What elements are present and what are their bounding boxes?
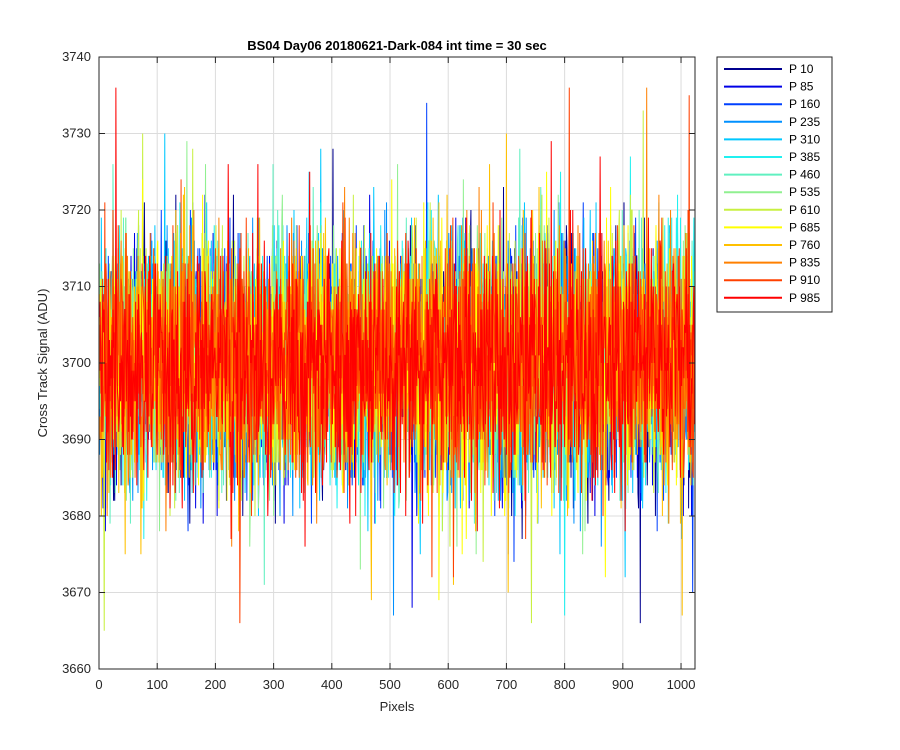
legend-label: P 910 (789, 273, 820, 287)
y-tick-label: 3730 (62, 126, 91, 141)
y-tick-label: 3720 (62, 202, 91, 217)
legend-label: P 85 (789, 80, 814, 94)
y-axis-label: Cross Track Signal (ADU) (35, 289, 50, 438)
y-tick-label: 3690 (62, 432, 91, 447)
y-tick-label: 3740 (62, 49, 91, 64)
legend-box (716, 56, 833, 313)
legend-label: P 535 (789, 185, 820, 199)
x-tick-label: 600 (437, 677, 459, 692)
x-tick-label: 200 (205, 677, 227, 692)
x-tick-label: 800 (554, 677, 576, 692)
series-layer (99, 87, 695, 631)
legend-label: P 610 (789, 203, 820, 217)
legend-label: P 10 (789, 62, 814, 76)
y-tick-label: 3660 (62, 661, 91, 676)
chart-title: BS04 Day06 20180621-Dark-084 int time = … (247, 38, 547, 53)
legend: P 10 P 85 P 160 P 235 P 310 P 385 P 460 P 535 P … (716, 56, 833, 313)
legend-label: P 460 (789, 168, 820, 182)
x-tick-label: 700 (496, 677, 518, 692)
legend-label: P 235 (789, 115, 820, 129)
ticks: 0 100 200 300 400 500 600 700 800 900 1000 3660 3670… (62, 49, 695, 692)
y-tick-label: 3700 (62, 355, 91, 370)
series-line-p985 (99, 87, 695, 547)
y-tick-label: 3710 (62, 279, 91, 294)
legend-label: P 760 (789, 238, 820, 252)
legend-label: P 685 (789, 220, 820, 234)
x-axis-label: Pixels (380, 699, 415, 714)
y-tick-label: 3670 (62, 585, 91, 600)
y-tick-label: 3680 (62, 508, 91, 523)
legend-label: P 385 (789, 150, 820, 164)
x-tick-label: 500 (379, 677, 401, 692)
legend-label: P 310 (789, 132, 820, 146)
x-tick-label: 400 (321, 677, 343, 692)
legend-label: P 985 (789, 291, 820, 305)
x-tick-label: 100 (146, 677, 168, 692)
x-tick-label: 1000 (667, 677, 696, 692)
x-tick-label: 300 (263, 677, 285, 692)
x-tick-label: 900 (612, 677, 634, 692)
legend-label: P 160 (789, 97, 820, 111)
x-tick-label: 0 (95, 677, 102, 692)
legend-label: P 835 (789, 256, 820, 270)
